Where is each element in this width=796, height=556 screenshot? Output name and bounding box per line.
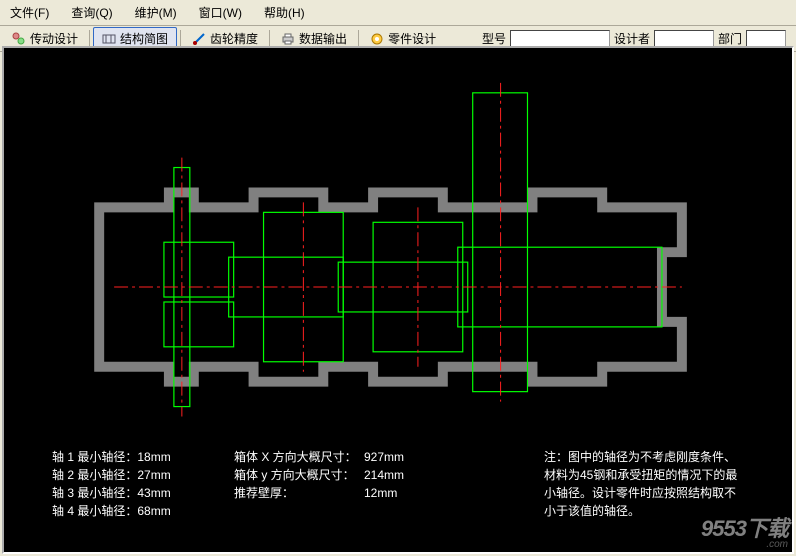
wall-label: 推荐壁厚： [234, 486, 294, 500]
box-dims-labels: 箱体 X 方向大概尺寸： 箱体 y 方向大概尺寸： 推荐壁厚： [234, 430, 357, 502]
model-input[interactable] [510, 30, 610, 48]
precision-icon [192, 32, 206, 46]
shaft1-val: 18mm [137, 450, 170, 464]
shaft3-label: 轴 3 最小轴径： [52, 486, 137, 500]
printer-icon [281, 32, 295, 46]
tool-transmission-label: 传动设计 [30, 30, 78, 47]
shaft3-val: 43mm [137, 486, 170, 500]
box-dims-values: 927mm 214mm 12mm [364, 430, 404, 502]
drawing-canvas: 轴 1 最小轴径：18mm 轴 2 最小轴径：27mm 轴 3 最小轴径：43m… [2, 46, 794, 554]
shaft2-label: 轴 2 最小轴径： [52, 468, 137, 482]
note-label: 注： [544, 450, 568, 464]
tool-output-label: 数据输出 [299, 30, 347, 47]
toolbar-separator [89, 30, 90, 48]
shaft1-label: 轴 1 最小轴径： [52, 450, 137, 464]
note-body: 图中的轴径为不考虑刚度条件、材料为45钢和承受扭矩的情况下的最小轴径。设计零件时… [544, 450, 737, 518]
toolbar-separator [180, 30, 181, 48]
shaft4-label: 轴 4 最小轴径： [52, 504, 137, 518]
menu-window[interactable]: 窗口(W) [193, 2, 248, 23]
box-x-val: 927mm [364, 450, 404, 464]
dept-input[interactable] [746, 30, 786, 48]
designer-label: 设计者 [614, 30, 650, 47]
designer-input[interactable] [654, 30, 714, 48]
menu-help[interactable]: 帮助(H) [258, 2, 311, 23]
dept-label: 部门 [718, 30, 742, 47]
tool-structure-label: 结构简图 [120, 30, 168, 47]
structure-icon [102, 32, 116, 46]
toolbar-separator [358, 30, 359, 48]
tool-part-label: 零件设计 [388, 30, 436, 47]
menu-bar: 文件(F) 查询(Q) 维护(M) 窗口(W) 帮助(H) [0, 0, 796, 26]
menu-query[interactable]: 查询(Q) [65, 2, 118, 23]
shaft-outlines [164, 93, 662, 407]
part-icon [370, 32, 384, 46]
note-block: 注：图中的轴径为不考虑刚度条件、材料为45钢和承受扭矩的情况下的最小轴径。设计零… [544, 448, 744, 520]
shaft4-val: 68mm [137, 504, 170, 518]
watermark-main: 9553下载 [701, 516, 788, 541]
box-y-label: 箱体 y 方向大概尺寸： [234, 468, 355, 482]
gear-icon [12, 32, 26, 46]
wall-val: 12mm [364, 486, 397, 500]
tool-precision-label: 齿轮精度 [210, 30, 258, 47]
menu-maintain[interactable]: 维护(M) [129, 2, 183, 23]
shaft-dims-block: 轴 1 最小轴径：18mm 轴 2 最小轴径：27mm 轴 3 最小轴径：43m… [52, 430, 171, 520]
model-label: 型号 [482, 30, 506, 47]
shaft2-val: 27mm [137, 468, 170, 482]
menu-file[interactable]: 文件(F) [4, 2, 55, 23]
box-x-label: 箱体 X 方向大概尺寸： [234, 450, 357, 464]
watermark: 9553下载 .com [701, 511, 788, 550]
box-y-val: 214mm [364, 468, 404, 482]
toolbar-right-fields: 型号 设计者 部门 [482, 30, 792, 48]
toolbar-separator [269, 30, 270, 48]
